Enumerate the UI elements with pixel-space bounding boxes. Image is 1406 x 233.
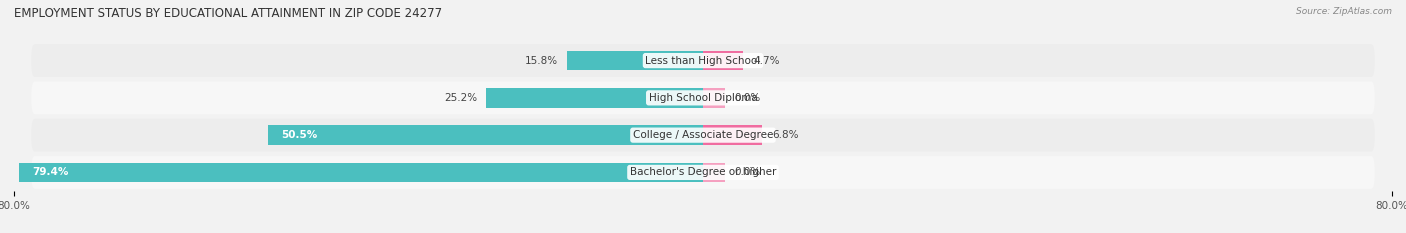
Bar <box>703 125 762 145</box>
Text: Bachelor's Degree or higher: Bachelor's Degree or higher <box>630 168 776 177</box>
Text: College / Associate Degree: College / Associate Degree <box>633 130 773 140</box>
Text: 15.8%: 15.8% <box>526 56 558 65</box>
Text: Less than High School: Less than High School <box>645 56 761 65</box>
Text: High School Diploma: High School Diploma <box>648 93 758 103</box>
Text: 0.0%: 0.0% <box>735 93 761 103</box>
Text: 4.7%: 4.7% <box>754 56 780 65</box>
Bar <box>703 88 724 108</box>
Bar <box>703 51 744 70</box>
Text: EMPLOYMENT STATUS BY EDUCATIONAL ATTAINMENT IN ZIP CODE 24277: EMPLOYMENT STATUS BY EDUCATIONAL ATTAINM… <box>14 7 441 20</box>
Bar <box>269 125 703 145</box>
FancyBboxPatch shape <box>31 44 1375 77</box>
Bar <box>20 163 703 182</box>
FancyBboxPatch shape <box>31 156 1375 189</box>
Text: Source: ZipAtlas.com: Source: ZipAtlas.com <box>1296 7 1392 16</box>
Text: 50.5%: 50.5% <box>281 130 318 140</box>
Text: 6.8%: 6.8% <box>772 130 799 140</box>
FancyBboxPatch shape <box>31 119 1375 151</box>
Text: 79.4%: 79.4% <box>32 168 69 177</box>
Bar <box>567 51 703 70</box>
Bar <box>703 163 724 182</box>
Bar <box>486 88 703 108</box>
Text: 25.2%: 25.2% <box>444 93 478 103</box>
FancyBboxPatch shape <box>31 82 1375 114</box>
Text: 0.0%: 0.0% <box>735 168 761 177</box>
